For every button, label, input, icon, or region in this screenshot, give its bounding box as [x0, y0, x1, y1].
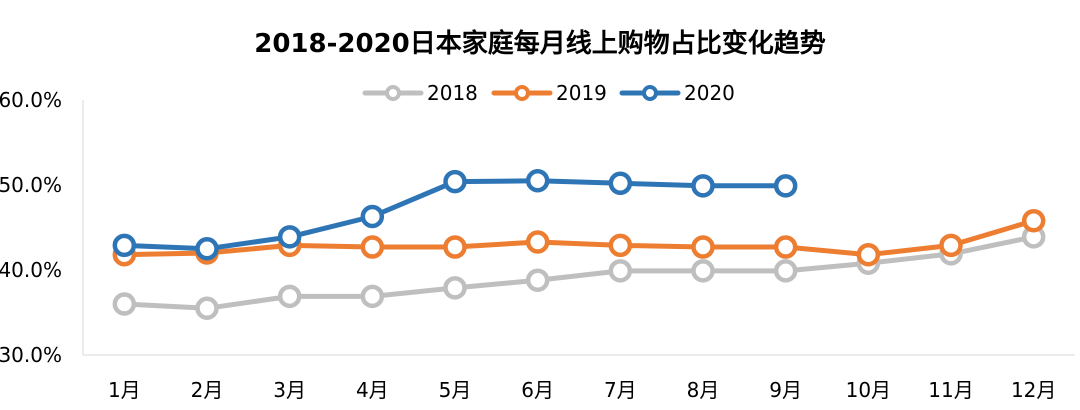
legend-label: 2020 — [684, 81, 735, 105]
data-point — [443, 235, 467, 259]
x-tick-label: 7月 — [604, 378, 637, 402]
data-point — [443, 276, 467, 300]
data-point — [691, 259, 715, 283]
data-point — [277, 225, 302, 249]
y-tick-label: 50.0% — [0, 173, 62, 197]
y-tick-label: 40.0% — [0, 258, 62, 282]
legend-item-2019: 2019 — [491, 81, 607, 105]
data-point — [195, 296, 219, 320]
data-point — [691, 235, 715, 259]
data-point — [608, 171, 633, 196]
data-point — [525, 268, 550, 292]
legend-item-2020: 2020 — [619, 81, 735, 105]
data-point — [195, 237, 219, 261]
data-point — [608, 233, 633, 258]
legend: 2018 2019 2020 — [362, 81, 735, 105]
data-point — [360, 284, 385, 309]
data-point — [608, 259, 633, 283]
y-tick-label: 30.0% — [0, 343, 62, 367]
data-point — [773, 174, 798, 198]
legend-label: 2018 — [427, 81, 478, 105]
data-point — [443, 169, 467, 194]
data-point — [773, 259, 798, 283]
x-tick-label: 11月 — [928, 378, 973, 402]
data-point — [856, 242, 881, 267]
y-tick-label: 60.0% — [0, 88, 62, 112]
chart-title: 2018-2020日本家庭每月线上购物占比变化趋势 — [254, 28, 826, 59]
x-tick-label: 9月 — [769, 378, 802, 402]
data-point — [112, 233, 137, 258]
x-tick-label: 12月 — [1011, 378, 1056, 402]
data-point — [360, 204, 385, 229]
data-point — [277, 284, 302, 309]
legend-swatch-marker — [385, 85, 401, 101]
data-point — [773, 235, 798, 259]
data-point — [112, 292, 137, 316]
axes: 30.0% 40.0% 50.0% 60.0% 1月 2月 3月 4月 5月 6月 7月 8月 9月 10… — [0, 88, 1075, 402]
x-tick-label: 2月 — [191, 378, 224, 402]
x-tick-label: 8月 — [687, 378, 720, 402]
data-point — [939, 233, 963, 258]
x-tick-label: 10月 — [846, 378, 891, 402]
x-tick-label: 6月 — [521, 378, 554, 402]
legend-item-2018: 2018 — [362, 81, 478, 105]
data-point — [360, 235, 385, 259]
series-line — [121, 234, 1037, 311]
series-2020 — [112, 169, 798, 261]
series-layer — [112, 169, 1046, 320]
x-tick-label: 3月 — [273, 378, 306, 402]
data-point — [691, 174, 715, 198]
series-2019 — [112, 208, 1046, 267]
data-point — [1021, 208, 1046, 233]
x-tick-label: 4月 — [356, 378, 389, 402]
legend-swatch-marker — [514, 85, 530, 101]
series-line — [121, 218, 1037, 258]
data-point — [525, 230, 550, 254]
x-tick-label: 5月 — [439, 378, 472, 402]
data-point — [525, 169, 550, 193]
legend-label: 2019 — [556, 81, 607, 105]
legend-swatch-marker — [642, 85, 658, 101]
x-tick-label: 1月 — [108, 378, 141, 402]
